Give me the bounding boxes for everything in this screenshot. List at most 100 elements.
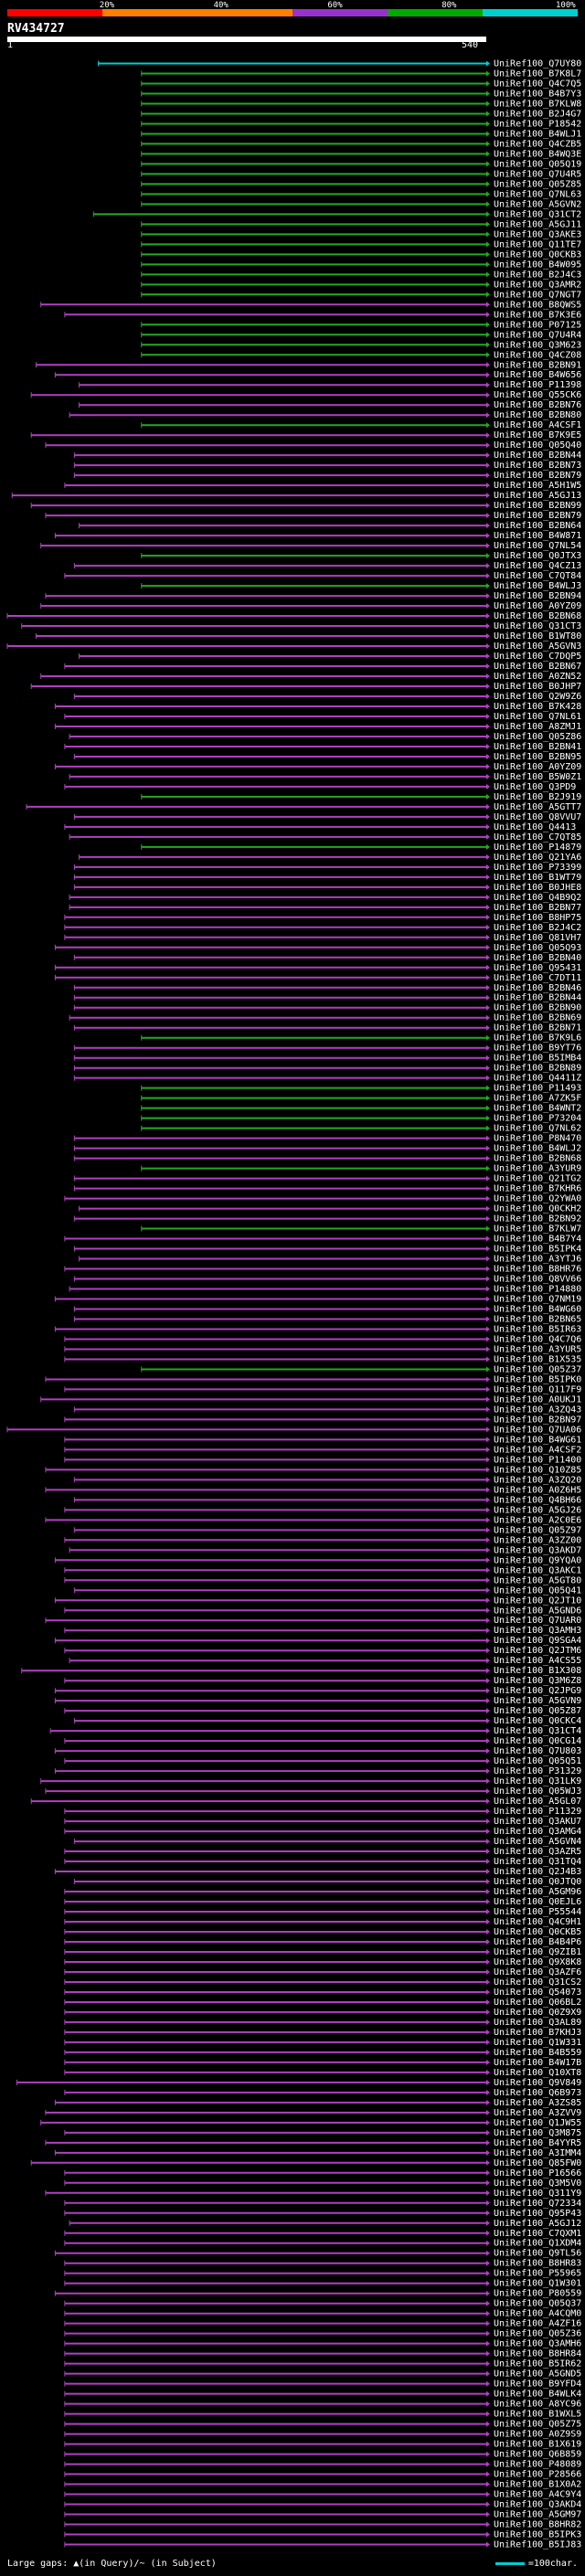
- hit-label[interactable]: UniRef100_Q0CKB5: [494, 1927, 581, 1937]
- hit-label[interactable]: UniRef100_A5GVN9: [494, 1696, 581, 1706]
- hit-label[interactable]: UniRef100_B1WXL5: [494, 2410, 581, 2420]
- hit-label[interactable]: UniRef100_Q4CZ13: [494, 561, 581, 571]
- hit-label[interactable]: UniRef100_B7KHJ3: [494, 2028, 581, 2038]
- hit-label[interactable]: UniRef100_Q8VV66: [494, 1275, 581, 1285]
- hit-label[interactable]: UniRef100_A5GL07: [494, 1797, 581, 1807]
- hit-label[interactable]: UniRef100_Q9YQA0: [494, 1555, 581, 1565]
- hit-label[interactable]: UniRef100_Q95431: [494, 963, 581, 973]
- hit-label[interactable]: UniRef100_B4W656: [494, 370, 581, 380]
- hit-label[interactable]: UniRef100_B1X535: [494, 1354, 581, 1364]
- hit-label[interactable]: UniRef100_P28566: [494, 2470, 581, 2480]
- hit-label[interactable]: UniRef100_B2BN64: [494, 521, 581, 531]
- hit-label[interactable]: UniRef100_P55965: [494, 2269, 581, 2279]
- hit-label[interactable]: UniRef100_B2BN46: [494, 983, 581, 993]
- hit-label[interactable]: UniRef100_Q4411Z: [494, 1074, 581, 1084]
- hit-label[interactable]: UniRef100_B2BN97: [494, 1415, 581, 1425]
- hit-label[interactable]: UniRef100_B5IPK0: [494, 1374, 581, 1384]
- hit-label[interactable]: UniRef100_B2BN89: [494, 1064, 581, 1074]
- hit-label[interactable]: UniRef100_A4CSF2: [494, 1445, 581, 1455]
- hit-label[interactable]: UniRef100_Q31CT3: [494, 621, 581, 631]
- hit-label[interactable]: UniRef100_B2BN77: [494, 903, 581, 913]
- hit-label[interactable]: UniRef100_B2BN91: [494, 360, 581, 370]
- hit-label[interactable]: UniRef100_B0JHP7: [494, 682, 581, 692]
- hit-label[interactable]: UniRef100_P14880: [494, 1285, 581, 1295]
- hit-label[interactable]: UniRef100_A5GND6: [494, 1606, 581, 1616]
- hit-label[interactable]: UniRef100_B7K8L7: [494, 69, 581, 79]
- hit-label[interactable]: UniRef100_Q85FW0: [494, 2158, 581, 2168]
- hit-label[interactable]: UniRef100_B5W0Z1: [494, 772, 581, 782]
- hit-label[interactable]: UniRef100_A5GJ11: [494, 219, 581, 229]
- hit-label[interactable]: UniRef100_A3IMM4: [494, 2148, 581, 2158]
- hit-label[interactable]: UniRef100_B4WLK4: [494, 2390, 581, 2400]
- hit-label[interactable]: UniRef100_B7K3E6: [494, 310, 581, 320]
- hit-label[interactable]: UniRef100_B5IPK3: [494, 2530, 581, 2540]
- hit-label[interactable]: UniRef100_Q2J4B3: [494, 1867, 581, 1877]
- hit-label[interactable]: UniRef100_C7QT84: [494, 571, 581, 581]
- hit-label[interactable]: UniRef100_B4YYR5: [494, 2138, 581, 2148]
- hit-label[interactable]: UniRef100_Q10Z85: [494, 1465, 581, 1475]
- hit-label[interactable]: UniRef100_Q7UY80: [494, 58, 581, 69]
- hit-label[interactable]: UniRef100_Q3AMG4: [494, 1827, 581, 1837]
- hit-label[interactable]: UniRef100_A5GJ12: [494, 2219, 581, 2229]
- hit-label[interactable]: UniRef100_Q1W331: [494, 2038, 581, 2048]
- hit-label[interactable]: UniRef100_B2BN80: [494, 410, 581, 420]
- hit-label[interactable]: UniRef100_B7KLW8: [494, 99, 581, 109]
- hit-label[interactable]: UniRef100_P55544: [494, 1907, 581, 1917]
- hit-label[interactable]: UniRef100_Q05Z97: [494, 1525, 581, 1535]
- hit-label[interactable]: UniRef100_B4WG61: [494, 1435, 581, 1445]
- hit-label[interactable]: UniRef100_B2J919: [494, 792, 581, 802]
- hit-label[interactable]: UniRef100_Q4C9H1: [494, 1917, 581, 1927]
- hit-label[interactable]: UniRef100_B4B4P6: [494, 1937, 581, 1947]
- hit-label[interactable]: UniRef100_B4WNT2: [494, 1104, 581, 1114]
- hit-label[interactable]: UniRef100_Q8VVU7: [494, 812, 581, 822]
- hit-label[interactable]: UniRef100_A8ZMJ1: [494, 722, 581, 732]
- hit-label[interactable]: UniRef100_Q3AKD7: [494, 1545, 581, 1555]
- hit-label[interactable]: UniRef100_A5GVN4: [494, 1837, 581, 1847]
- hit-label[interactable]: UniRef100_Q7NGT7: [494, 290, 581, 300]
- hit-label[interactable]: UniRef100_Q0JTQ0: [494, 1877, 581, 1887]
- hit-label[interactable]: UniRef100_Q9SGA4: [494, 1636, 581, 1646]
- hit-label[interactable]: UniRef100_Q4C7Q5: [494, 79, 581, 89]
- hit-label[interactable]: UniRef100_A3ZS85: [494, 2098, 581, 2108]
- hit-label[interactable]: UniRef100_Q54073: [494, 1988, 581, 1998]
- hit-label[interactable]: UniRef100_A0ZN52: [494, 672, 581, 682]
- hit-label[interactable]: UniRef100_A3ZQ20: [494, 1475, 581, 1485]
- hit-label[interactable]: UniRef100_B2BN92: [494, 1214, 581, 1224]
- hit-label[interactable]: UniRef100_P14879: [494, 843, 581, 853]
- hit-label[interactable]: UniRef100_B2BN44: [494, 993, 581, 1003]
- hit-label[interactable]: UniRef100_Q4BH66: [494, 1495, 581, 1505]
- hit-label[interactable]: UniRef100_Q31TQ4: [494, 1857, 581, 1867]
- hit-label[interactable]: UniRef100_B1WT80: [494, 631, 581, 641]
- hit-label[interactable]: UniRef100_Q0CKB3: [494, 249, 581, 260]
- hit-label[interactable]: UniRef100_B7KLW7: [494, 1224, 581, 1235]
- hit-label[interactable]: UniRef100_B2BN90: [494, 1003, 581, 1013]
- hit-label[interactable]: UniRef100_P16566: [494, 2168, 581, 2178]
- hit-label[interactable]: UniRef100_Q05Q40: [494, 440, 581, 451]
- hit-label[interactable]: UniRef100_Q72334: [494, 2199, 581, 2209]
- hit-label[interactable]: UniRef100_P8N470: [494, 1134, 581, 1144]
- hit-label[interactable]: UniRef100_Q3AKE3: [494, 229, 581, 239]
- hit-label[interactable]: UniRef100_B4WLJ3: [494, 581, 581, 591]
- hit-label[interactable]: UniRef100_A7ZK5F: [494, 1094, 581, 1104]
- hit-label[interactable]: UniRef100_Q0CG14: [494, 1736, 581, 1746]
- hit-label[interactable]: UniRef100_Q7NL61: [494, 712, 581, 722]
- hit-label[interactable]: UniRef100_B2BN65: [494, 1314, 581, 1324]
- hit-label[interactable]: UniRef100_P11493: [494, 1084, 581, 1094]
- hit-label[interactable]: UniRef100_Q7NL62: [494, 1124, 581, 1134]
- hit-label[interactable]: UniRef100_B8QWS5: [494, 300, 581, 310]
- hit-label[interactable]: UniRef100_P31329: [494, 1766, 581, 1776]
- hit-label[interactable]: UniRef100_P18542: [494, 119, 581, 129]
- hit-label[interactable]: UniRef100_A5GTT7: [494, 802, 581, 812]
- hit-label[interactable]: UniRef100_B2BN68: [494, 611, 581, 621]
- hit-label[interactable]: UniRef100_B5IPK4: [494, 1245, 581, 1255]
- hit-label[interactable]: UniRef100_Q6B973: [494, 2088, 581, 2098]
- hit-label[interactable]: UniRef100_Q3AZR5: [494, 1847, 581, 1857]
- hit-label[interactable]: UniRef100_A0UKJ1: [494, 1394, 581, 1405]
- hit-label[interactable]: UniRef100_Q3AL89: [494, 2018, 581, 2028]
- hit-label[interactable]: UniRef100_Q2JPG9: [494, 1686, 581, 1696]
- hit-label[interactable]: UniRef100_B9YT76: [494, 1044, 581, 1054]
- hit-label[interactable]: UniRef100_Q4B9Q2: [494, 893, 581, 903]
- hit-label[interactable]: UniRef100_Q0JTX3: [494, 551, 581, 561]
- hit-label[interactable]: UniRef100_Q9V849: [494, 2078, 581, 2088]
- hit-label[interactable]: UniRef100_B4WG60: [494, 1304, 581, 1314]
